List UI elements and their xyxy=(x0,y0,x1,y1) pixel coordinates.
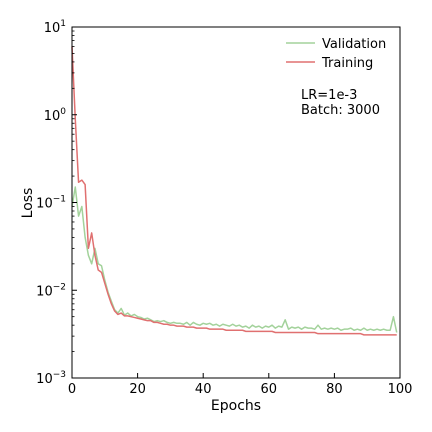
x-tick-label: 60 xyxy=(261,382,278,397)
y-tick-label: 100 xyxy=(44,107,67,124)
annotation-batch: Batch: 3000 xyxy=(301,103,380,118)
legend-label-training: Training xyxy=(321,56,373,71)
x-tick-label: 80 xyxy=(326,382,343,397)
y-tick-label: 10−2 xyxy=(36,282,66,299)
y-tick-label: 10−3 xyxy=(36,370,66,387)
series-layer xyxy=(71,46,398,336)
x-tick-label: 100 xyxy=(388,382,413,397)
series-line-validation xyxy=(71,186,398,333)
ticks-layer: 0 20 40 60 80 100 10−3 10−2 10−1 100 101 xyxy=(36,19,412,397)
y-tick-label: 101 xyxy=(44,19,66,36)
series-line-training xyxy=(71,46,397,336)
legend-label-validation: Validation xyxy=(322,37,386,52)
x-tick-label: 0 xyxy=(68,382,76,397)
x-tick-label: 40 xyxy=(195,382,212,397)
legend: Validation Training xyxy=(286,37,386,71)
x-axis-label: Epochs xyxy=(211,398,261,414)
y-axis-label: Loss xyxy=(20,188,36,219)
y-tick-label: 10−1 xyxy=(36,195,66,212)
x-tick-label: 20 xyxy=(129,382,146,397)
annotation-lr: LR=1e-3 xyxy=(301,88,357,103)
